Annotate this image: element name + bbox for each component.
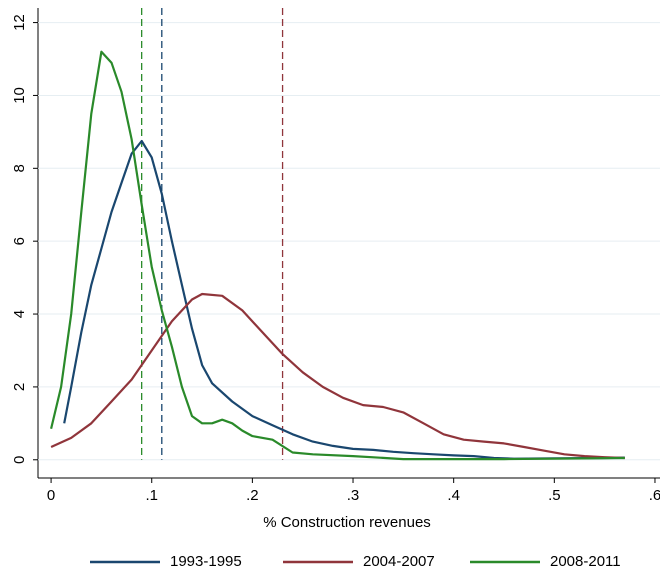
x-tick-label: .2 bbox=[246, 487, 259, 504]
line-series bbox=[50, 50, 625, 461]
x-tick-label: .6 bbox=[649, 487, 660, 504]
y-tick-label: 2 bbox=[11, 383, 28, 391]
line-series bbox=[63, 139, 625, 460]
line-series bbox=[50, 292, 625, 460]
legend-label: 2004-2007 bbox=[363, 553, 435, 570]
x-tick-label: .5 bbox=[548, 487, 561, 504]
y-tick-label: 0 bbox=[11, 456, 28, 464]
legend-label: 2008-2011 bbox=[550, 553, 621, 570]
x-tick-label: .4 bbox=[447, 487, 460, 504]
y-tick-label: 10 bbox=[11, 87, 28, 104]
y-tick-label: 4 bbox=[11, 310, 28, 318]
x-tick-label: 0 bbox=[47, 487, 55, 504]
x-tick-label: .3 bbox=[347, 487, 360, 504]
y-tick-label: 12 bbox=[11, 14, 28, 31]
y-tick-label: 8 bbox=[11, 164, 28, 172]
legend-label: 1993-1995 bbox=[170, 553, 242, 570]
y-tick-label: 6 bbox=[11, 237, 28, 245]
x-axis-title: % Construction revenues bbox=[263, 514, 431, 531]
x-tick-label: .1 bbox=[145, 487, 158, 504]
